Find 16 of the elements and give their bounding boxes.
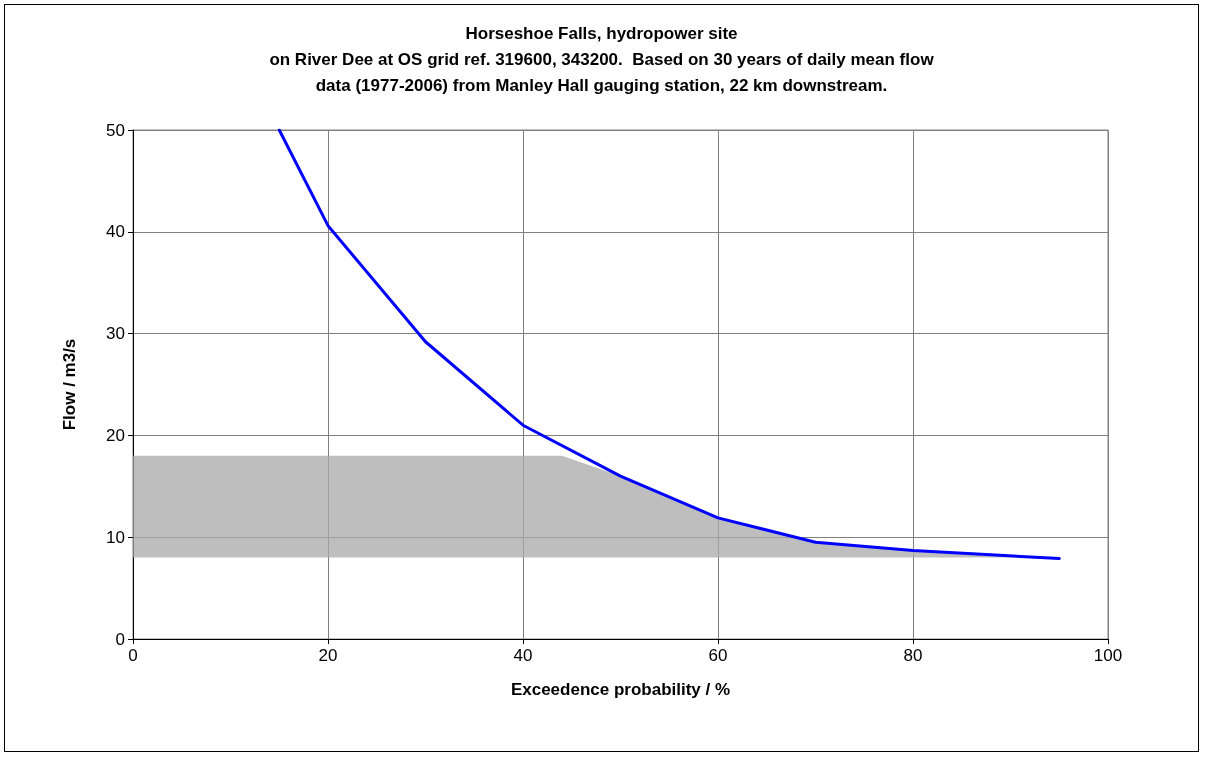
chart-title: Horseshoe Falls, hydropower site on River Dee at OS grid ref. 319600, 343200. Based on 30 years of daily mean flow data (1977-2006) from Manley Hall gauging station, 22 km downstream. — [269, 23, 935, 95]
x-tick-label: 0 — [128, 646, 138, 665]
x-tick-label: 80 — [903, 646, 923, 665]
line-series — [277, 128, 1061, 561]
x-tick-label: 60 — [708, 646, 728, 665]
y-tick-label: 20 — [106, 425, 125, 445]
y-tick-label: 40 — [106, 222, 125, 242]
y-tick-label: 30 — [106, 324, 125, 344]
x-tick-label: 100 — [1093, 646, 1123, 665]
y-axis-title: Flow / m3/s — [60, 338, 79, 431]
y-tick-label: 50 — [106, 120, 125, 140]
y-tick-label: 0 — [115, 629, 125, 649]
y-tick-label: 10 — [106, 527, 125, 547]
x-tick-label: 40 — [513, 646, 533, 665]
x-axis-title: Exceedence probability / % — [510, 680, 731, 699]
x-tick-label: 20 — [318, 646, 338, 665]
